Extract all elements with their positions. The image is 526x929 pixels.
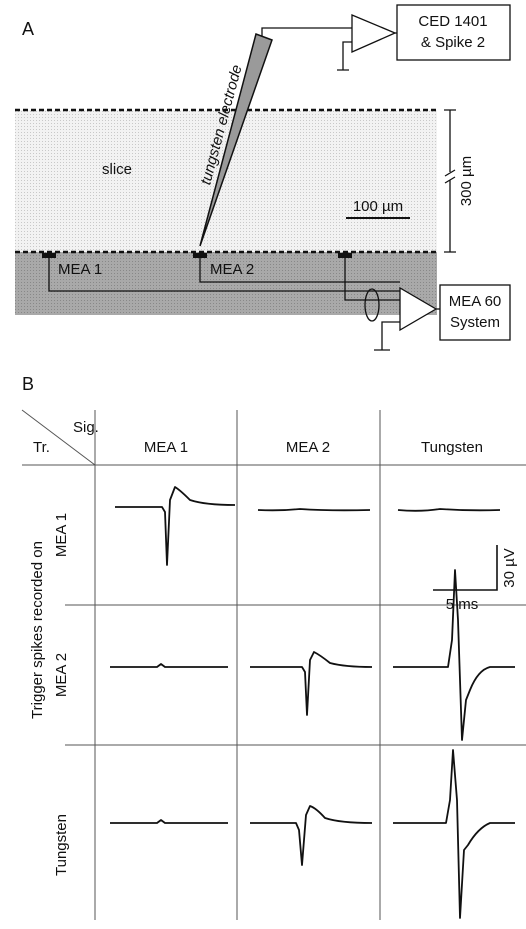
trace — [397, 508, 501, 512]
mea-label: MEA 2 — [210, 261, 254, 278]
row-header: MEA 2 — [53, 653, 70, 697]
scale-label: 100 µm — [353, 198, 403, 215]
panel-label: B — [22, 374, 34, 394]
column-header: MEA 1 — [144, 439, 188, 456]
trace — [115, 486, 236, 566]
slice-label: slice — [102, 161, 132, 178]
trace — [250, 651, 373, 716]
trace — [393, 569, 515, 741]
tungsten-electrode — [199, 33, 273, 247]
wire-loop — [364, 288, 380, 322]
amplifier — [399, 286, 438, 332]
amplifier — [351, 14, 397, 53]
mea-label: MEA 1 — [58, 261, 102, 278]
scale-label: 5 ms — [446, 596, 479, 613]
thickness-bar — [444, 109, 456, 253]
column-header: MEA 2 — [286, 439, 330, 456]
panel-label: A — [22, 19, 34, 39]
column-header: Tungsten — [421, 439, 483, 456]
wire — [48, 258, 400, 351]
row-header: MEA 1 — [53, 513, 70, 557]
mea-electrode — [193, 253, 207, 258]
mea-box — [439, 284, 511, 341]
row-header: Tungsten — [53, 814, 70, 876]
box-text: MEA 60 — [449, 293, 502, 310]
table-grid — [21, 409, 526, 920]
box-text: & Spike 2 — [421, 34, 485, 51]
trace — [250, 805, 373, 866]
wire — [261, 27, 352, 71]
rows-title: Trigger spikes recorded on — [29, 541, 46, 719]
trace — [110, 819, 228, 824]
box-text: CED 1401 — [418, 13, 487, 30]
mea-substrate — [15, 252, 437, 315]
box-text: System — [450, 314, 500, 331]
mea-electrode — [42, 253, 56, 258]
scale-bar — [433, 545, 498, 591]
trace — [110, 663, 228, 668]
slice — [15, 110, 437, 252]
corner-label: Sig. — [73, 419, 99, 436]
trace — [393, 749, 515, 919]
trace — [257, 508, 371, 512]
scale-label: 30 µV — [501, 548, 518, 588]
corner-label: Tr. — [33, 439, 50, 456]
mea-electrode — [338, 253, 352, 258]
thickness-label: 300 µm — [458, 156, 475, 206]
recorder-box — [396, 4, 511, 61]
